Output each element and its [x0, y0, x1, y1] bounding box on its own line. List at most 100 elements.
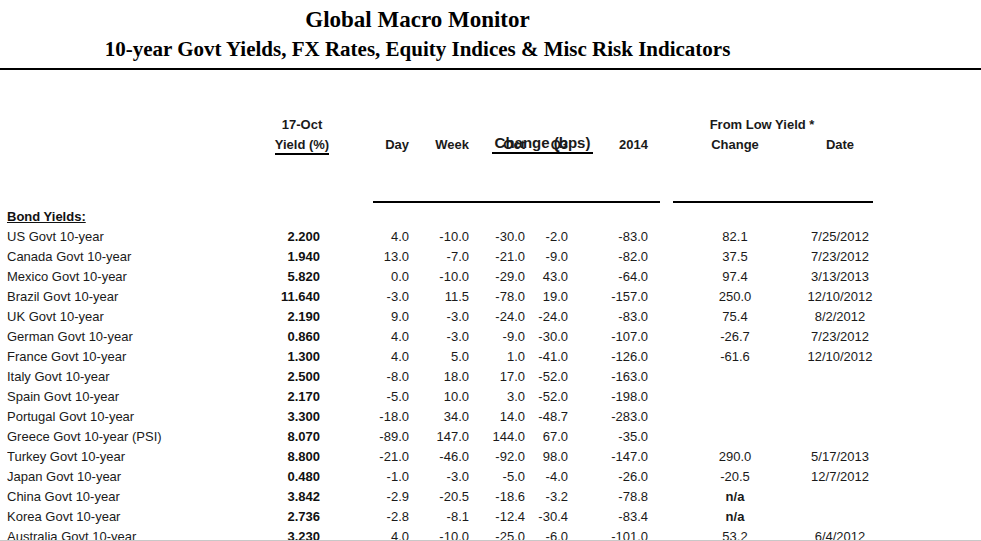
cell-day-change: 0.0 — [332, 269, 410, 284]
cell-2014-change: -126.0 — [572, 349, 650, 364]
table-row: US Govt 10-year 2.200 4.0 -10.0 -30.0 -2… — [7, 226, 981, 246]
cell-yield: 2.200 — [272, 229, 332, 244]
row-label: Korea Govt 10-year — [7, 509, 272, 524]
cell-day-change: -21.0 — [332, 449, 410, 464]
cell-week-change: -8.1 — [410, 509, 470, 524]
cell-oct-change: -18.6 — [470, 489, 528, 504]
cell-2014-change: -198.0 — [572, 389, 650, 404]
cell-week-change: -20.5 — [410, 489, 470, 504]
cell-day-change: -8.0 — [332, 369, 410, 384]
cell-oct-change: -78.0 — [470, 289, 528, 304]
cell-oct-change: -29.0 — [470, 269, 528, 284]
row-label: Italy Govt 10-year — [7, 369, 272, 384]
cell-week-change: -46.0 — [410, 449, 470, 464]
table-row: UK Govt 10-year 2.190 9.0 -3.0 -24.0 -24… — [7, 306, 981, 326]
from-low-yield-group-header: From Low Yield * — [650, 117, 890, 132]
cell-from-low-change: 97.4 — [650, 269, 790, 284]
cell-from-low-change: n/a — [650, 509, 790, 524]
cell-yield: 8.070 — [272, 429, 332, 444]
cell-day-change: -18.0 — [332, 409, 410, 424]
cell-day-change: -2.9 — [332, 489, 410, 504]
table-row: Spain Govt 10-year 2.170 -5.0 10.0 3.0 -… — [7, 386, 981, 406]
table-row: Turkey Govt 10-year 8.800 -21.0 -46.0 -9… — [7, 446, 981, 466]
cell-week-change: -10.0 — [410, 229, 470, 244]
cell-oct-change: -12.4 — [470, 509, 528, 524]
table-row: German Govt 10-year 0.860 4.0 -3.0 -9.0 … — [7, 326, 981, 346]
cell-from-low-date: 12/7/2012 — [790, 469, 890, 484]
cell-2014-change: -83.4 — [572, 509, 650, 524]
cell-2014-change: -163.0 — [572, 369, 650, 384]
cell-yield: 0.860 — [272, 329, 332, 344]
row-label: France Govt 10-year — [7, 349, 272, 364]
cell-day-change: -3.0 — [332, 289, 410, 304]
table-row: Canada Govt 10-year 1.940 13.0 -7.0 -21.… — [7, 246, 981, 266]
cell-2014-change: -64.0 — [572, 269, 650, 284]
cell-yield: 1.300 — [272, 349, 332, 364]
cell-oct-change: -92.0 — [470, 449, 528, 464]
cell-yield: 0.480 — [272, 469, 332, 484]
row-label: Turkey Govt 10-year — [7, 449, 272, 464]
from-low-columns-rule — [673, 201, 873, 203]
table-row: Portugal Govt 10-year 3.300 -18.0 34.0 1… — [7, 406, 981, 426]
cell-q3-change: -30.0 — [528, 329, 572, 344]
cell-q3-change: -52.0 — [528, 389, 572, 404]
cell-day-change: -89.0 — [332, 429, 410, 444]
cell-from-low-change: -26.7 — [650, 329, 790, 344]
bond-yields-table-body: US Govt 10-year 2.200 4.0 -10.0 -30.0 -2… — [0, 226, 981, 541]
cell-oct-change: 1.0 — [470, 349, 528, 364]
cell-q3-change: -52.0 — [528, 369, 572, 384]
cell-yield: 2.190 — [272, 309, 332, 324]
table-row: Australia Govt 10-year 3.230 4.0 -10.0 -… — [7, 526, 981, 541]
cell-from-low-date: 5/17/2013 — [790, 449, 890, 464]
global-macro-monitor-page: { "header": { "title": "Global Macro Mon… — [0, 0, 981, 541]
bond-yields-section-label: Bond Yields: — [7, 209, 86, 224]
row-label: Brazil Govt 10-year — [7, 289, 272, 304]
cell-oct-change: 17.0 — [470, 369, 528, 384]
cell-from-low-date: 12/10/2012 — [790, 289, 890, 304]
table-row: Mexico Govt 10-year 5.820 0.0 -10.0 -29.… — [7, 266, 981, 286]
cell-week-change: 11.5 — [410, 289, 470, 304]
cell-from-low-change: 290.0 — [650, 449, 790, 464]
cell-week-change: -7.0 — [410, 249, 470, 264]
row-label: US Govt 10-year — [7, 229, 272, 244]
cell-q3-change: 98.0 — [528, 449, 572, 464]
cell-2014-change: -157.0 — [572, 289, 650, 304]
cell-week-change: 34.0 — [410, 409, 470, 424]
cell-from-low-date: 8/2/2012 — [790, 309, 890, 324]
row-label: Portugal Govt 10-year — [7, 409, 272, 424]
section-row: Bond Yields: — [0, 206, 981, 226]
table-row: Korea Govt 10-year 2.736 -2.8 -8.1 -12.4… — [7, 506, 981, 526]
cell-yield: 8.800 — [272, 449, 332, 464]
cell-q3-change: 43.0 — [528, 269, 572, 284]
col-header-day: Day — [332, 137, 410, 152]
yield-pct-header: Yield (%) — [272, 137, 332, 152]
table-row: Brazil Govt 10-year 11.640 -3.0 11.5 -78… — [7, 286, 981, 306]
cell-from-low-date: 7/25/2012 — [790, 229, 890, 244]
cell-week-change: -10.0 — [410, 269, 470, 284]
cell-q3-change: -2.0 — [528, 229, 572, 244]
title-divider — [0, 68, 981, 70]
cell-2014-change: -147.0 — [572, 449, 650, 464]
row-label: China Govt 10-year — [7, 489, 272, 504]
cell-oct-change: 3.0 — [470, 389, 528, 404]
cell-from-low-change: -20.5 — [650, 469, 790, 484]
cell-yield: 11.640 — [272, 289, 332, 304]
cell-week-change: 147.0 — [410, 429, 470, 444]
cell-day-change: 13.0 — [332, 249, 410, 264]
cell-oct-change: 144.0 — [470, 429, 528, 444]
cell-oct-change: -21.0 — [470, 249, 528, 264]
cell-2014-change: -83.0 — [572, 229, 650, 244]
cell-from-low-change: n/a — [650, 489, 790, 504]
header-row-upper: 17-Oct From Low Yield * — [7, 114, 981, 134]
cell-2014-change: -83.0 — [572, 309, 650, 324]
cell-from-low-change: -61.6 — [650, 349, 790, 364]
cell-q3-change: -3.2 — [528, 489, 572, 504]
cell-week-change: -3.0 — [410, 469, 470, 484]
cell-week-change: -3.0 — [410, 309, 470, 324]
change-columns-rule — [373, 201, 660, 203]
cell-week-change: 10.0 — [410, 389, 470, 404]
cell-day-change: 4.0 — [332, 329, 410, 344]
cell-day-change: 4.0 — [332, 229, 410, 244]
cell-week-change: -3.0 — [410, 329, 470, 344]
change-bps-group-header: Change (bps) — [455, 134, 630, 151]
